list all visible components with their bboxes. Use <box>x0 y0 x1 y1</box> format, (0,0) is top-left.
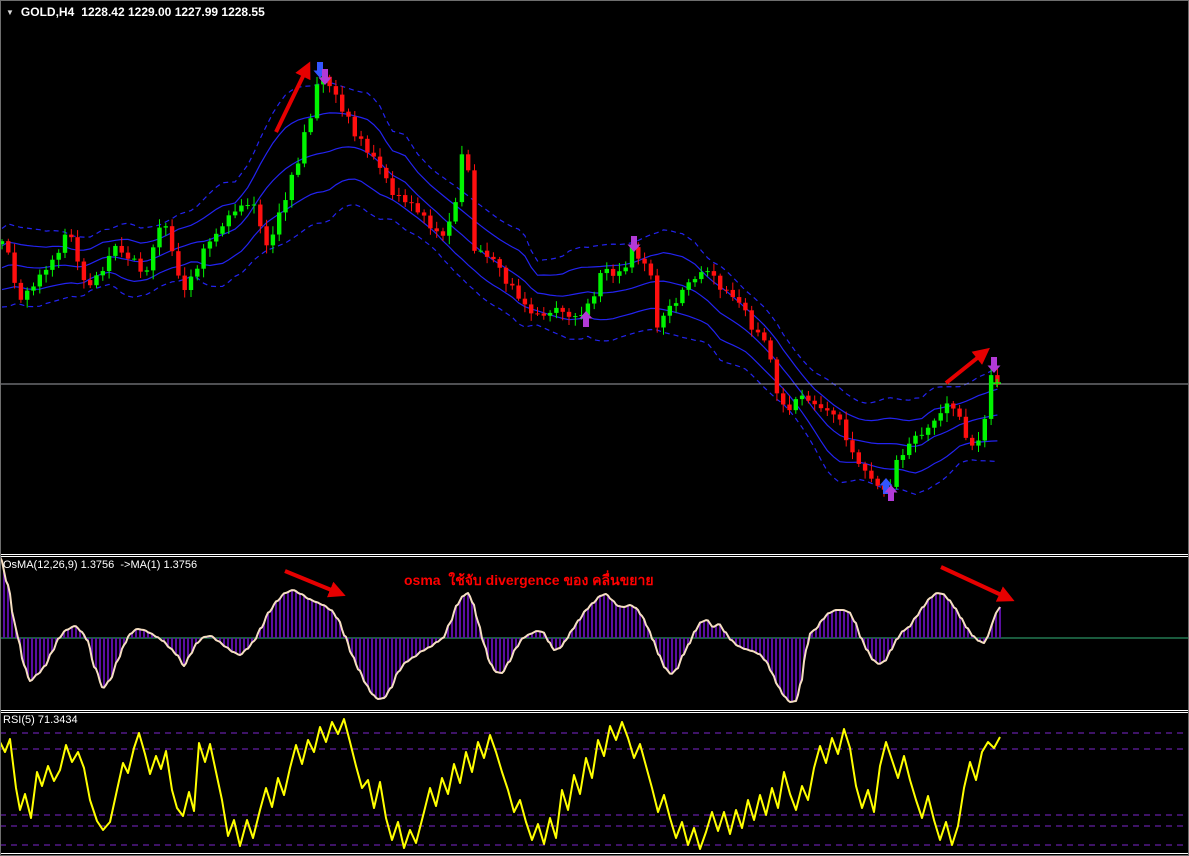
chart-title-bar: ▼ GOLD,H4 1228.42 1229.00 1227.99 1228.5… <box>6 5 265 19</box>
ohlc-values: 1228.42 1229.00 1227.99 1228.55 <box>81 5 265 19</box>
rsi-panel <box>0 718 1189 850</box>
down-arrow-marker <box>987 357 1001 373</box>
down-arrow-marker <box>318 69 332 85</box>
symbol-dropdown-icon[interactable]: ▼ <box>6 7 14 17</box>
signal-markers <box>313 62 1001 501</box>
candles <box>0 69 1000 499</box>
price-panel <box>0 61 1189 501</box>
rsi-indicator-label: RSI(5) 71.3434 <box>3 714 78 726</box>
rsi-value-line <box>0 718 1001 850</box>
osma-annotation-text: osma ใช้จับ divergence ของ คลื่นขยาย <box>404 572 654 588</box>
up-arrow-marker <box>579 311 593 327</box>
down-arrow-marker <box>627 236 641 252</box>
osma-signal-line <box>0 557 1001 703</box>
trend-arrow <box>940 565 1015 602</box>
trend-arrow <box>944 347 990 385</box>
trend-arrow <box>274 61 311 133</box>
up-arrow-marker <box>884 485 898 501</box>
osma-panel <box>0 557 1189 703</box>
osma-indicator-label: OsMA(12,26,9) 1.3756 ->MA(1) 1.3756 <box>3 559 198 571</box>
trend-arrow <box>284 569 346 598</box>
up-arrow-marker <box>879 478 893 494</box>
symbol-label: GOLD,H4 <box>20 5 75 19</box>
